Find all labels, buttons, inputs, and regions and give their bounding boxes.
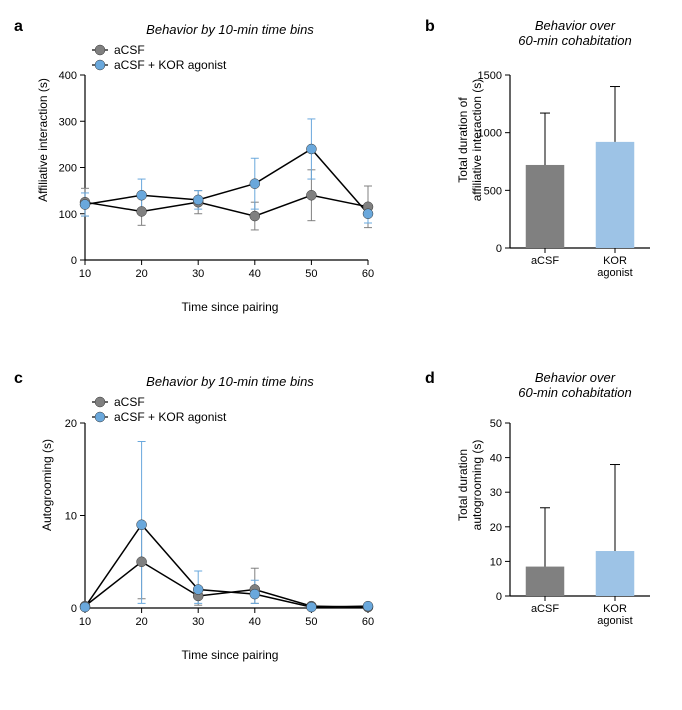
panel-d-title: Behavior over 60-min cohabitation	[475, 370, 675, 400]
svg-text:KOR: KOR	[603, 255, 627, 267]
svg-text:KOR: KOR	[603, 603, 627, 615]
svg-text:40: 40	[249, 268, 261, 280]
panel-d-ylabel-text: Total duration autogrooming (s)	[456, 440, 484, 531]
svg-text:0: 0	[71, 255, 77, 267]
svg-text:20: 20	[490, 522, 502, 534]
svg-text:10: 10	[79, 268, 91, 280]
chart-d: 01020304050aCSFKORagonist	[505, 418, 655, 628]
svg-text:20: 20	[65, 418, 77, 430]
panel-c-label: c	[14, 370, 23, 388]
panel-c-xlabel: Time since pairing	[80, 648, 380, 662]
svg-text:0: 0	[496, 243, 502, 255]
svg-text:aCSF: aCSF	[114, 395, 145, 409]
svg-text:500: 500	[484, 185, 502, 197]
panel-a-label: a	[14, 18, 23, 36]
svg-text:1000: 1000	[478, 128, 502, 140]
panel-c-title: Behavior by 10-min time bins	[80, 374, 380, 389]
svg-text:200: 200	[59, 163, 77, 175]
svg-text:10: 10	[65, 511, 77, 523]
svg-text:0: 0	[496, 591, 502, 603]
panel-b-ylabel: Total duration of affiliative interactio…	[456, 35, 484, 245]
svg-text:20: 20	[135, 268, 147, 280]
panel-b-title: Behavior over 60-min cohabitation	[475, 18, 675, 48]
svg-text:agonist: agonist	[597, 615, 632, 627]
svg-text:aCSF: aCSF	[531, 603, 559, 615]
svg-text:30: 30	[490, 487, 502, 499]
legend-a: aCSFaCSF + KOR agonist	[92, 42, 342, 74]
svg-text:30: 30	[192, 616, 204, 628]
svg-text:300: 300	[59, 116, 77, 128]
panel-a-title: Behavior by 10-min time bins	[80, 22, 380, 37]
panel-a-ylabel: Affiliative interaction (s)	[36, 35, 50, 245]
panel-d-label: d	[425, 370, 435, 388]
svg-text:100: 100	[59, 209, 77, 221]
svg-text:50: 50	[305, 616, 317, 628]
svg-text:10: 10	[490, 556, 502, 568]
svg-text:10: 10	[79, 616, 91, 628]
svg-text:40: 40	[490, 453, 502, 465]
svg-text:50: 50	[490, 418, 502, 430]
chart-c: 01020102030405060	[80, 418, 380, 628]
legend-c: aCSFaCSF + KOR agonist	[92, 394, 342, 426]
panel-d-ylabel: Total duration autogrooming (s)	[456, 380, 484, 590]
svg-text:60: 60	[362, 268, 374, 280]
svg-text:40: 40	[249, 616, 261, 628]
svg-text:400: 400	[59, 70, 77, 82]
svg-text:60: 60	[362, 616, 374, 628]
chart-b: 050010001500aCSFKORagonist	[505, 70, 655, 280]
panel-c-ylabel: Autogrooming (s)	[40, 380, 54, 590]
panel-b-ylabel-text: Total duration of affiliative interactio…	[456, 79, 484, 202]
svg-text:aCSF + KOR agonist: aCSF + KOR agonist	[114, 410, 227, 424]
svg-text:50: 50	[305, 268, 317, 280]
panel-b-label: b	[425, 18, 435, 36]
svg-text:aCSF: aCSF	[114, 43, 145, 57]
svg-text:0: 0	[71, 603, 77, 615]
svg-text:aCSF + KOR agonist: aCSF + KOR agonist	[114, 58, 227, 72]
chart-a: 0100200300400102030405060	[80, 70, 380, 280]
svg-text:30: 30	[192, 268, 204, 280]
svg-text:aCSF: aCSF	[531, 255, 559, 267]
svg-text:agonist: agonist	[597, 267, 632, 279]
svg-text:1500: 1500	[478, 70, 502, 82]
svg-text:20: 20	[135, 616, 147, 628]
panel-a-xlabel: Time since pairing	[80, 300, 380, 314]
